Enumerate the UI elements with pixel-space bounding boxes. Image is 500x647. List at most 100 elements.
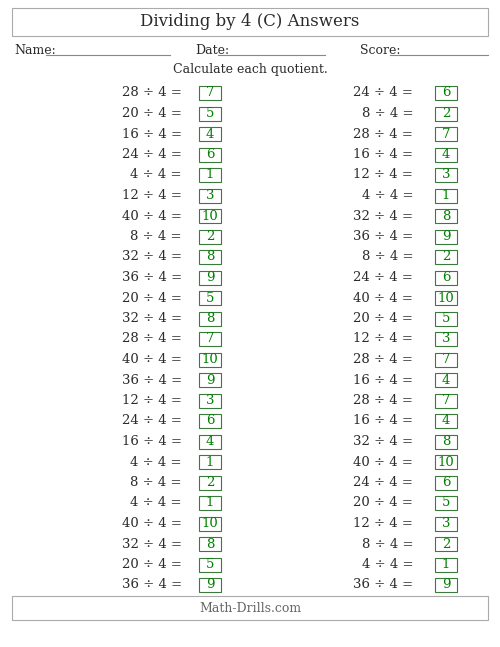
Text: 24 ÷ 4 =: 24 ÷ 4 =	[122, 415, 182, 428]
Text: 8 ÷ 4 =: 8 ÷ 4 =	[362, 250, 413, 263]
Text: 20 ÷ 4 =: 20 ÷ 4 =	[353, 312, 413, 325]
Bar	[199, 188, 221, 203]
Text: 2: 2	[442, 107, 450, 120]
Text: 6: 6	[442, 87, 450, 100]
Text: 20 ÷ 4 =: 20 ÷ 4 =	[122, 107, 182, 120]
Bar	[435, 435, 457, 448]
Bar	[199, 537, 221, 551]
Text: 2: 2	[206, 476, 214, 489]
Text: 4 ÷ 4 =: 4 ÷ 4 =	[362, 189, 413, 202]
Bar	[199, 455, 221, 469]
Text: 8: 8	[206, 250, 214, 263]
Text: 20 ÷ 4 =: 20 ÷ 4 =	[353, 496, 413, 509]
Text: 7: 7	[206, 333, 214, 345]
Bar	[12, 596, 488, 620]
Bar	[435, 578, 457, 592]
Text: 4: 4	[206, 127, 214, 140]
Text: 8: 8	[206, 538, 214, 551]
Bar	[199, 414, 221, 428]
Text: 6: 6	[206, 415, 214, 428]
Bar	[435, 332, 457, 346]
Text: 36 ÷ 4 =: 36 ÷ 4 =	[122, 271, 182, 284]
Bar	[435, 127, 457, 141]
Text: 20 ÷ 4 =: 20 ÷ 4 =	[122, 558, 182, 571]
Bar	[435, 107, 457, 120]
Text: 5: 5	[206, 107, 214, 120]
Text: 28 ÷ 4 =: 28 ÷ 4 =	[122, 87, 182, 100]
Bar	[199, 393, 221, 408]
Text: 9: 9	[206, 373, 214, 386]
Text: Date:: Date:	[195, 43, 229, 56]
Text: 12 ÷ 4 =: 12 ÷ 4 =	[353, 168, 413, 182]
Bar	[199, 86, 221, 100]
Bar	[199, 516, 221, 531]
Bar	[199, 107, 221, 120]
Text: 4: 4	[206, 435, 214, 448]
Text: 2: 2	[442, 250, 450, 263]
Text: 9: 9	[206, 578, 214, 591]
Text: 40 ÷ 4 =: 40 ÷ 4 =	[353, 455, 413, 468]
Bar	[199, 558, 221, 571]
Text: 3: 3	[442, 168, 450, 182]
Text: 8 ÷ 4 =: 8 ÷ 4 =	[130, 230, 182, 243]
Text: 3: 3	[206, 394, 214, 407]
Text: 7: 7	[206, 87, 214, 100]
Text: 1: 1	[442, 558, 450, 571]
Bar	[199, 353, 221, 366]
Text: 40 ÷ 4 =: 40 ÷ 4 =	[353, 292, 413, 305]
Bar	[435, 516, 457, 531]
Text: 5: 5	[206, 292, 214, 305]
Text: 40 ÷ 4 =: 40 ÷ 4 =	[122, 353, 182, 366]
Text: 3: 3	[442, 517, 450, 530]
Text: 16 ÷ 4 =: 16 ÷ 4 =	[122, 127, 182, 140]
Text: 4: 4	[442, 148, 450, 161]
Text: 5: 5	[442, 312, 450, 325]
Bar	[199, 373, 221, 387]
Bar	[435, 455, 457, 469]
Text: 3: 3	[442, 333, 450, 345]
Text: 2: 2	[442, 538, 450, 551]
Bar	[435, 537, 457, 551]
Text: 16 ÷ 4 =: 16 ÷ 4 =	[353, 373, 413, 386]
Bar	[435, 373, 457, 387]
Text: 8 ÷ 4 =: 8 ÷ 4 =	[130, 476, 182, 489]
Text: Name:: Name:	[14, 43, 56, 56]
Text: 32 ÷ 4 =: 32 ÷ 4 =	[122, 538, 182, 551]
Text: 40 ÷ 4 =: 40 ÷ 4 =	[122, 517, 182, 530]
Bar	[435, 230, 457, 243]
Text: 8: 8	[442, 435, 450, 448]
Text: 12 ÷ 4 =: 12 ÷ 4 =	[122, 189, 182, 202]
Bar	[435, 168, 457, 182]
Text: 1: 1	[442, 189, 450, 202]
Text: 16 ÷ 4 =: 16 ÷ 4 =	[353, 415, 413, 428]
Text: 40 ÷ 4 =: 40 ÷ 4 =	[122, 210, 182, 223]
Text: 7: 7	[442, 127, 450, 140]
Bar	[435, 188, 457, 203]
Bar	[435, 414, 457, 428]
Bar	[435, 291, 457, 305]
Text: 5: 5	[206, 558, 214, 571]
Bar	[199, 127, 221, 141]
Text: Calculate each quotient.: Calculate each quotient.	[172, 63, 328, 76]
Text: Score:: Score:	[360, 43, 401, 56]
Text: 9: 9	[206, 271, 214, 284]
Text: 16 ÷ 4 =: 16 ÷ 4 =	[353, 148, 413, 161]
Text: 2: 2	[206, 230, 214, 243]
Bar	[435, 496, 457, 510]
Bar	[435, 209, 457, 223]
Text: 6: 6	[206, 148, 214, 161]
Bar	[199, 496, 221, 510]
Text: 24 ÷ 4 =: 24 ÷ 4 =	[122, 148, 182, 161]
Text: 16 ÷ 4 =: 16 ÷ 4 =	[122, 435, 182, 448]
Text: 28 ÷ 4 =: 28 ÷ 4 =	[122, 333, 182, 345]
Text: 4 ÷ 4 =: 4 ÷ 4 =	[130, 168, 182, 182]
Bar	[435, 393, 457, 408]
Text: 32 ÷ 4 =: 32 ÷ 4 =	[122, 250, 182, 263]
Bar	[199, 209, 221, 223]
Text: 4: 4	[442, 415, 450, 428]
Bar	[199, 476, 221, 490]
Text: 7: 7	[442, 394, 450, 407]
Text: Dividing by 4 (C) Answers: Dividing by 4 (C) Answers	[140, 14, 360, 30]
Text: 4 ÷ 4 =: 4 ÷ 4 =	[130, 496, 182, 509]
Text: 10: 10	[202, 353, 218, 366]
